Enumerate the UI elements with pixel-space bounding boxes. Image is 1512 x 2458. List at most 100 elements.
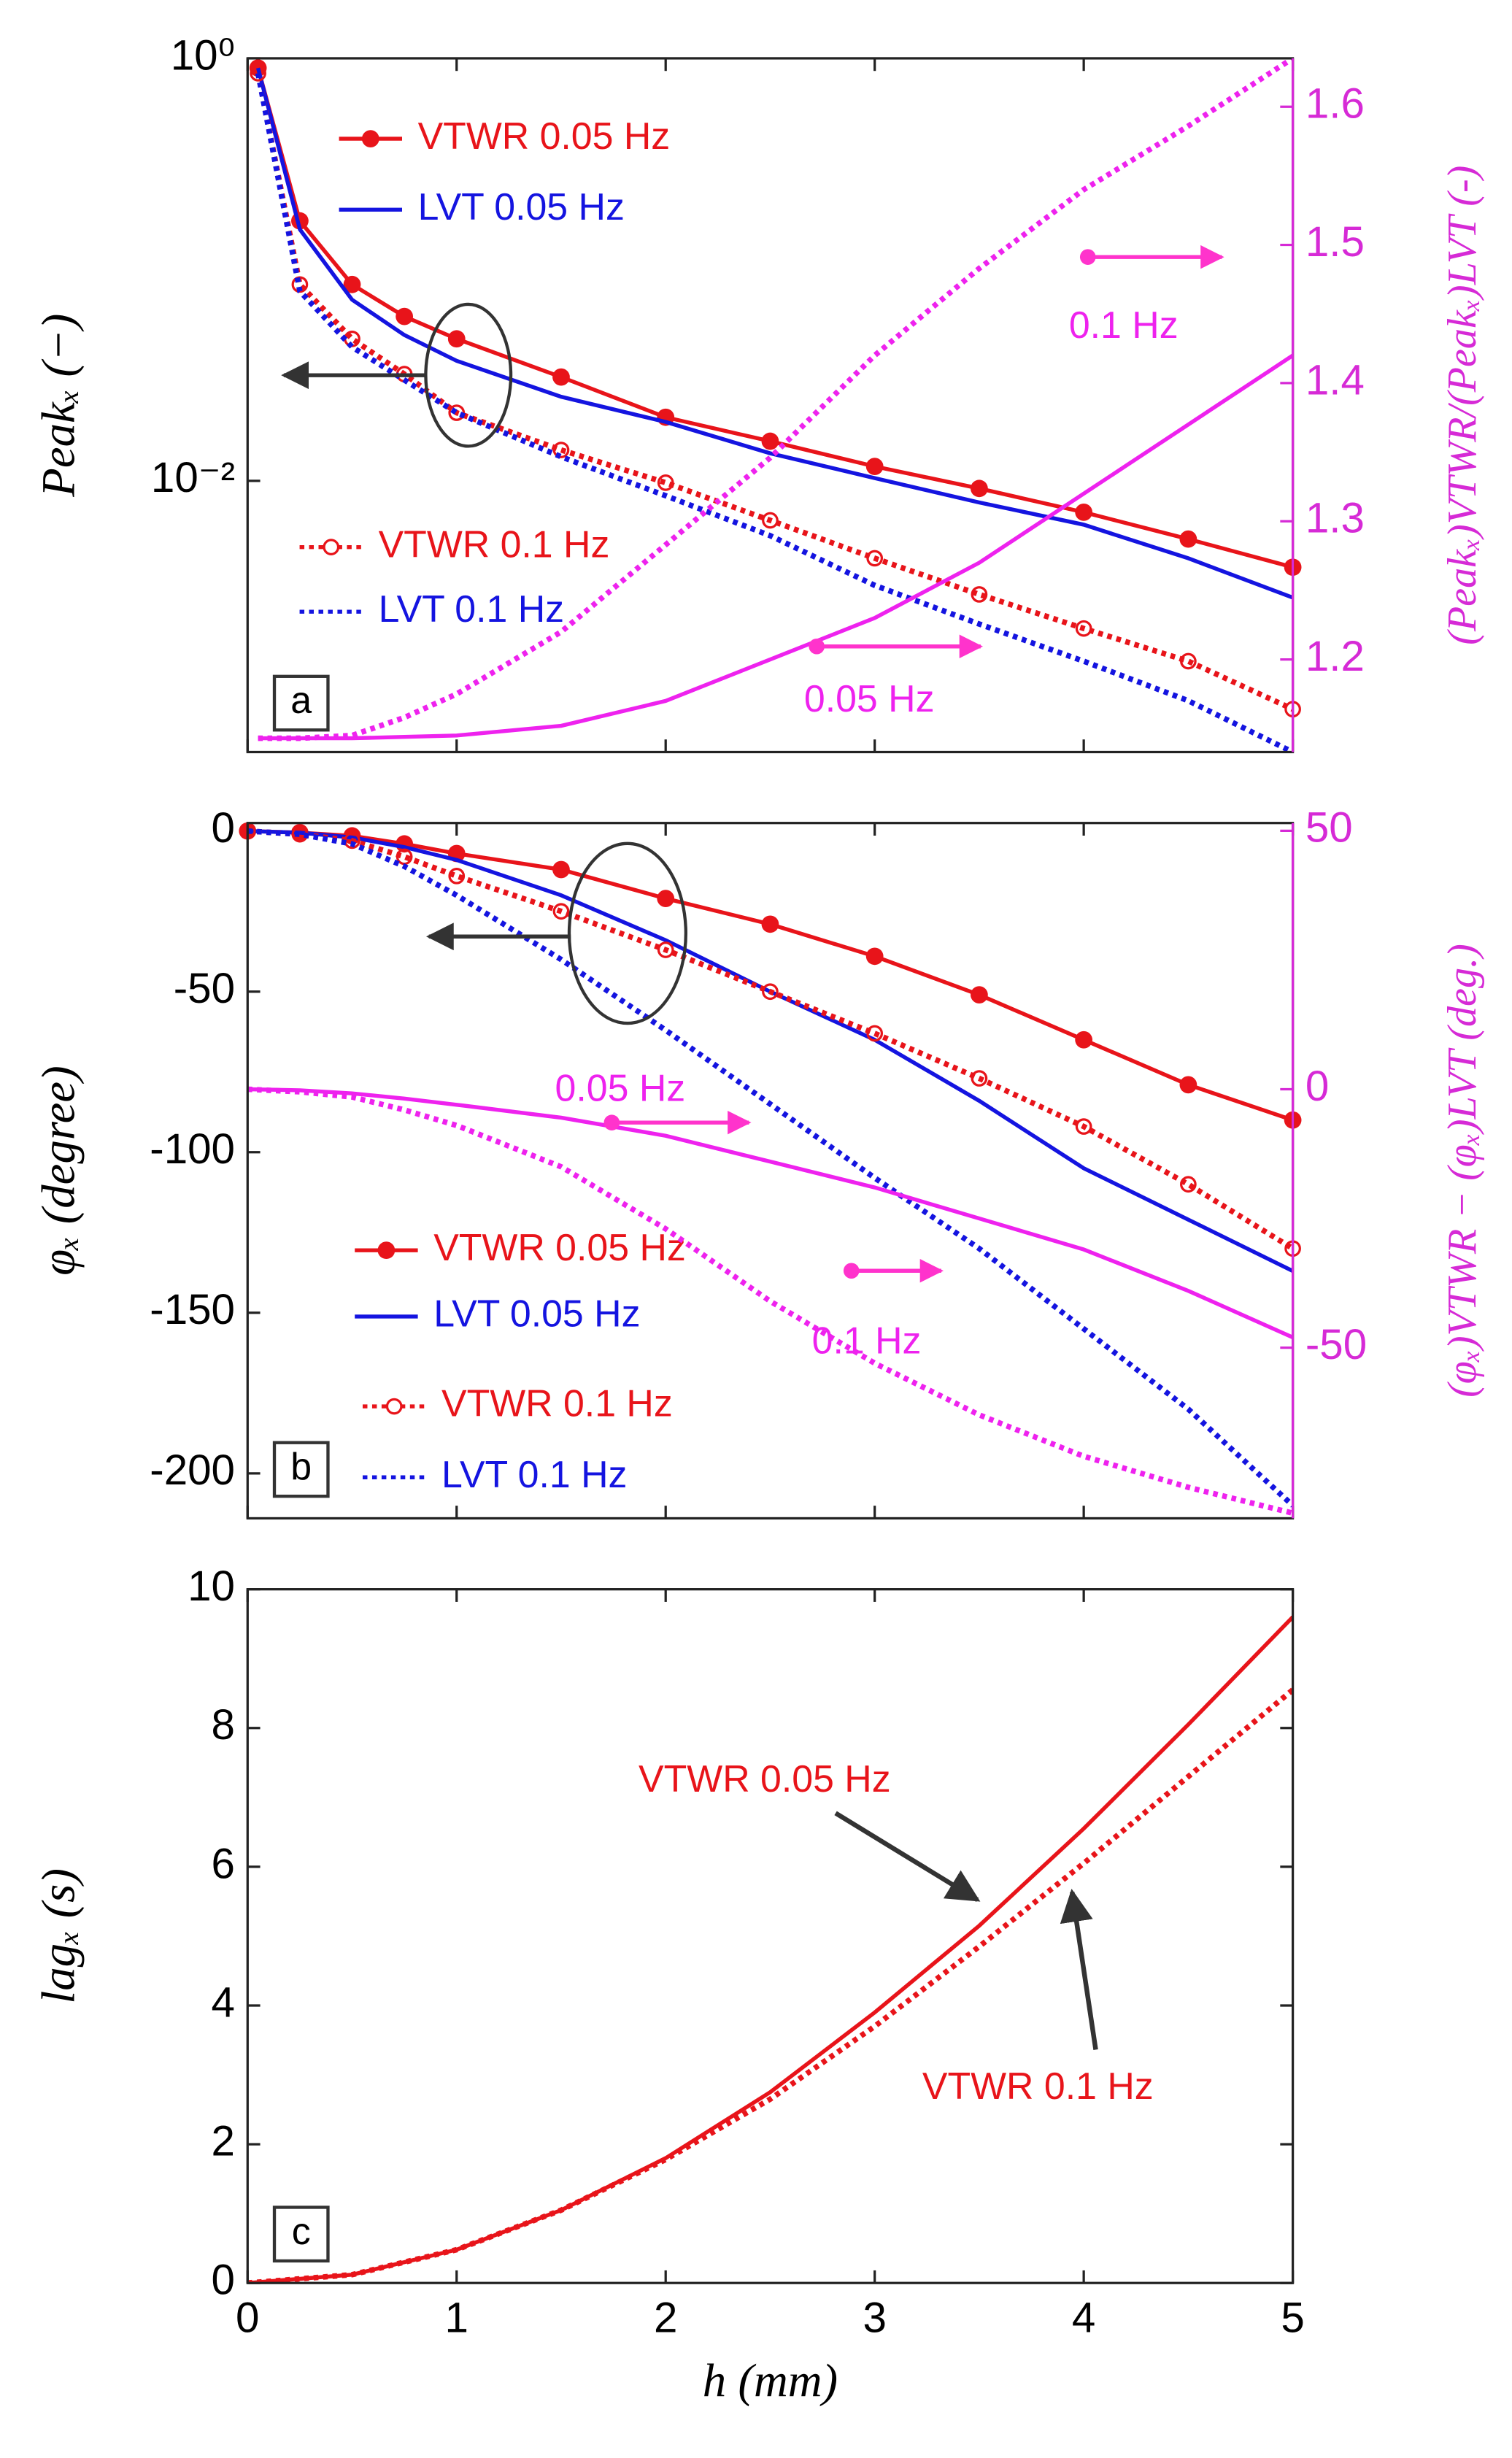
panel-label: c: [292, 2210, 311, 2252]
legend-label: VTWR 0.05 Hz: [418, 115, 671, 157]
data-marker: [1179, 1076, 1197, 1094]
series-line: [247, 828, 1293, 1508]
data-marker: [866, 550, 884, 567]
series-line: [247, 828, 1293, 1252]
y2-axis-label: (φₓ)VTWR − (φₓ)LVT (deg.): [1440, 944, 1485, 1398]
legend-marker: [361, 130, 379, 147]
y-tick-label: 6: [212, 1840, 235, 1887]
series-line: [247, 1087, 1293, 1339]
data-marker: [971, 586, 988, 603]
y-axis-label: Peakₓ (−): [32, 314, 85, 498]
data-marker: [657, 474, 674, 491]
legend-label: VTWR 0.05 Hz: [433, 1226, 686, 1268]
data-marker: [762, 983, 779, 1001]
legend-label: LVT 0.1 Hz: [441, 1453, 627, 1495]
x-tick-label: 3: [863, 2294, 886, 2341]
data-marker: [250, 65, 266, 82]
y-tick-label: 10⁻²: [151, 454, 235, 501]
data-marker: [447, 330, 466, 348]
data-marker: [865, 947, 884, 966]
y2-tick-label: 50: [1305, 804, 1353, 852]
data-marker: [657, 941, 674, 958]
series-label: 0.1 Hz: [812, 1319, 922, 1361]
callout-ellipse: [567, 841, 688, 1025]
panel-label: b: [290, 1445, 312, 1487]
y-tick-label: 8: [212, 1701, 235, 1749]
data-marker: [396, 307, 414, 325]
legend-label: LVT 0.1 Hz: [379, 587, 564, 630]
y-tick-label: 10⁰: [171, 31, 235, 79]
data-marker: [971, 479, 988, 498]
data-marker: [657, 890, 675, 908]
series-line: [255, 72, 1293, 752]
y-tick-label: 2: [212, 2117, 235, 2165]
y-tick-label: 4: [212, 1979, 235, 2026]
data-marker: [552, 442, 570, 458]
data-marker: [1075, 1118, 1092, 1135]
arrow-dot: [843, 1263, 860, 1279]
data-marker: [761, 915, 779, 933]
plot-frame: [246, 57, 1295, 754]
legend-label: VTWR 0.1 Hz: [379, 523, 610, 565]
y-tick-label: -50: [174, 965, 235, 1012]
series-label: 0.05 Hz: [804, 677, 935, 720]
data-marker: [971, 1070, 988, 1087]
data-marker: [552, 903, 570, 920]
data-marker: [343, 275, 361, 293]
y2-tick-label: 1.2: [1305, 633, 1365, 680]
panel-label-box: [272, 1441, 330, 1498]
y2-tick-label: -50: [1305, 1321, 1367, 1368]
y2-tick-label: 1.3: [1305, 495, 1365, 542]
series-label: VTWR 0.1 Hz: [922, 2065, 1154, 2107]
data-marker: [971, 986, 988, 1004]
x-tick-label: 2: [654, 2294, 677, 2341]
y2-tick-label: 1.5: [1305, 218, 1365, 266]
y-axis-label: φₓ (degree): [32, 1066, 85, 1276]
data-marker: [1075, 504, 1093, 521]
data-marker: [1180, 652, 1197, 670]
data-marker: [552, 368, 570, 386]
series-label: 0.05 Hz: [555, 1067, 686, 1109]
y-tick-label: 10: [188, 1563, 235, 1610]
panel-label: a: [290, 679, 312, 721]
series-label: VTWR 0.05 Hz: [639, 1757, 891, 1800]
data-marker: [762, 512, 779, 529]
legend-label: VTWR 0.1 Hz: [441, 1382, 673, 1425]
x-tick-label: 4: [1072, 2294, 1095, 2341]
series-line: [255, 67, 1293, 600]
data-marker: [1075, 1030, 1093, 1049]
data-marker: [866, 1025, 884, 1042]
legend-marker: [323, 539, 340, 555]
series-line: [258, 58, 1293, 741]
x-tick-label: 1: [445, 2294, 468, 2341]
y2-tick-label: 1.4: [1305, 356, 1365, 404]
data-marker: [1180, 1176, 1197, 1193]
callout-arrow: [834, 1811, 981, 1902]
y-tick-label: -150: [150, 1286, 235, 1333]
series-line: [247, 829, 1293, 1273]
x-tick-label: 5: [1281, 2294, 1304, 2341]
data-marker: [865, 458, 884, 475]
y-tick-label: 0: [212, 2257, 235, 2304]
data-marker: [448, 867, 466, 885]
y-axis-label: lagₓ (s): [32, 1868, 85, 2004]
y-tick-label: 0: [212, 804, 235, 852]
series-line: [247, 1615, 1293, 2284]
data-marker: [552, 860, 570, 879]
callout-arrow: [1060, 1888, 1098, 2050]
legend-marker: [377, 1241, 396, 1260]
y2-tick-label: 1.6: [1305, 80, 1365, 128]
panel-label-box: [272, 2205, 330, 2263]
data-marker: [761, 432, 779, 450]
y2-axis-label: (Peakₓ)VTWR/(Peakₓ)LVT (-): [1440, 166, 1485, 645]
x-tick-label: 0: [236, 2294, 259, 2341]
panel-label-box: [272, 674, 330, 732]
plot-frame: [246, 1588, 1295, 2284]
legend-label: LVT 0.05 Hz: [433, 1292, 640, 1335]
series-line: [258, 353, 1293, 741]
y2-tick-label: 0: [1305, 1063, 1329, 1110]
y-tick-label: -200: [150, 1446, 235, 1494]
series-line: [247, 829, 1293, 1122]
series-label: 0.1 Hz: [1069, 304, 1179, 346]
